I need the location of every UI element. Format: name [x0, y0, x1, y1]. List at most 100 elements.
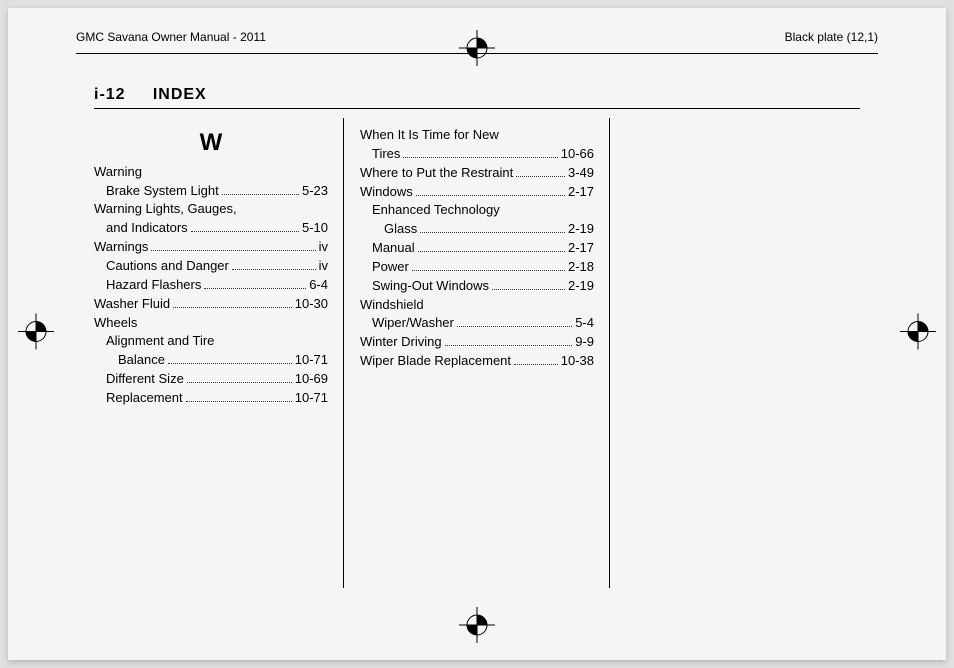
index-entry-label: When It Is Time for New [360, 126, 499, 145]
section-letter: W [94, 126, 328, 161]
index-entry: Tires 10-66 [360, 145, 594, 164]
index-entry: Wheels [94, 314, 328, 333]
index-entry: Hazard Flashers 6-4 [94, 276, 328, 295]
index-entry: Wiper Blade Replacement 10-38 [360, 352, 594, 371]
index-entry: Balance 10-71 [94, 351, 328, 370]
index-entry-leader [445, 345, 573, 346]
index-entry-label: Winter Driving [360, 333, 442, 352]
index-entry-label: Hazard Flashers [106, 276, 201, 295]
index-entry-label: Windows [360, 183, 413, 202]
index-entry-leader [492, 289, 565, 290]
index-entry-page: 2-18 [568, 258, 594, 277]
index-entry-label: Wheels [94, 314, 137, 333]
index-column-2: When It Is Time for NewTires 10-66Where t… [344, 118, 610, 600]
registration-mark-bottom [459, 607, 495, 648]
index-entry-leader [173, 307, 292, 308]
index-entry-label: Enhanced Technology [372, 201, 500, 220]
index-entry: Different Size 10-69 [94, 370, 328, 389]
index-entry-leader [418, 251, 565, 252]
index-entry-label: Glass [384, 220, 417, 239]
index-entry: Manual 2-17 [360, 239, 594, 258]
index-entry-label: Swing-Out Windows [372, 277, 489, 296]
index-entry-leader [232, 269, 316, 270]
index-entry: Enhanced Technology [360, 201, 594, 220]
index-entry-leader [186, 401, 292, 402]
registration-mark-right [900, 314, 936, 355]
index-entry-page: 2-19 [568, 277, 594, 296]
index-entry-label: Warning [94, 163, 142, 182]
index-entry-leader [191, 231, 299, 232]
index-entry-page: 2-17 [568, 183, 594, 202]
index-entry: Power 2-18 [360, 258, 594, 277]
index-entry-page: iv [319, 257, 328, 276]
registration-mark-top [459, 30, 495, 66]
index-entry-label: Replacement [106, 389, 183, 408]
index-entry-leader [514, 364, 558, 365]
index-entry-page: 3-49 [568, 164, 594, 183]
index-entry-leader [168, 363, 292, 364]
index-entry-label: Windshield [360, 296, 424, 315]
header-left: GMC Savana Owner Manual - 2011 [76, 30, 266, 44]
index-entry-page: 9-9 [575, 333, 594, 352]
index-entry-page: 10-66 [561, 145, 594, 164]
index-entry-label: Cautions and Danger [106, 257, 229, 276]
index-entry-label: Wiper/Washer [372, 314, 454, 333]
index-entry-label: Tires [372, 145, 400, 164]
index-entry: Washer Fluid 10-30 [94, 295, 328, 314]
index-entry-label: Brake System Light [106, 182, 219, 201]
index-entry-page: 10-38 [561, 352, 594, 371]
page-number: i-12 [94, 86, 126, 103]
header-right: Black plate (12,1) [785, 30, 878, 44]
index-entry: Windows 2-17 [360, 183, 594, 202]
index-entry: and Indicators 5-10 [94, 219, 328, 238]
index-entry-page: iv [319, 238, 328, 257]
index-entry-page: 10-69 [295, 370, 328, 389]
index-entry-leader [457, 326, 572, 327]
index-entry-page: 2-17 [568, 239, 594, 258]
index-entry-leader [151, 250, 315, 251]
index-entry-page: 5-23 [302, 182, 328, 201]
index-entry-page: 6-4 [309, 276, 328, 295]
index-entry-leader [187, 382, 292, 383]
index-entry-label: Manual [372, 239, 415, 258]
index-entry-label: Washer Fluid [94, 295, 170, 314]
index-entry-leader [222, 194, 299, 195]
index-entry: Brake System Light 5-23 [94, 182, 328, 201]
page-heading: i-12 INDEX [94, 86, 860, 109]
index-entry: Wiper/Washer 5-4 [360, 314, 594, 333]
index-entry: Windshield [360, 296, 594, 315]
index-entry-leader [412, 270, 565, 271]
index-entry: Replacement 10-71 [94, 389, 328, 408]
index-entry-label: Alignment and Tire [106, 332, 214, 351]
index-entry-leader [516, 176, 565, 177]
index-entry-label: Balance [118, 351, 165, 370]
registration-mark-left [18, 314, 54, 355]
index-entry-page: 10-71 [295, 351, 328, 370]
index-entry-leader [403, 157, 557, 158]
index-entry-page: 5-10 [302, 219, 328, 238]
index-entry: Warnings iv [94, 238, 328, 257]
index-entry: Glass 2-19 [360, 220, 594, 239]
index-entry: Where to Put the Restraint3-49 [360, 164, 594, 183]
index-entry-label: Warning Lights, Gauges, [94, 200, 237, 219]
page-title: INDEX [153, 86, 207, 103]
index-entry-label: Different Size [106, 370, 184, 389]
index-entry-page: 10-30 [295, 295, 328, 314]
index-entry-label: and Indicators [106, 219, 188, 238]
index-entry-leader [416, 195, 565, 196]
index-entry-page: 2-19 [568, 220, 594, 239]
index-entry-page: 10-71 [295, 389, 328, 408]
index-column-1: W WarningBrake System Light 5-23 Warning L… [94, 118, 344, 600]
index-content: W WarningBrake System Light 5-23 Warning L… [94, 118, 860, 600]
index-entry: Alignment and Tire [94, 332, 328, 351]
index-entry: When It Is Time for New [360, 126, 594, 145]
index-entry: Swing-Out Windows 2-19 [360, 277, 594, 296]
index-entry-page: 5-4 [575, 314, 594, 333]
index-entry-leader [204, 288, 306, 289]
index-entry-label: Power [372, 258, 409, 277]
index-entry-leader [420, 232, 565, 233]
index-entry: Cautions and Danger iv [94, 257, 328, 276]
index-entry-label: Warnings [94, 238, 148, 257]
index-entry: Warning Lights, Gauges, [94, 200, 328, 219]
index-entry-label: Wiper Blade Replacement [360, 352, 511, 371]
